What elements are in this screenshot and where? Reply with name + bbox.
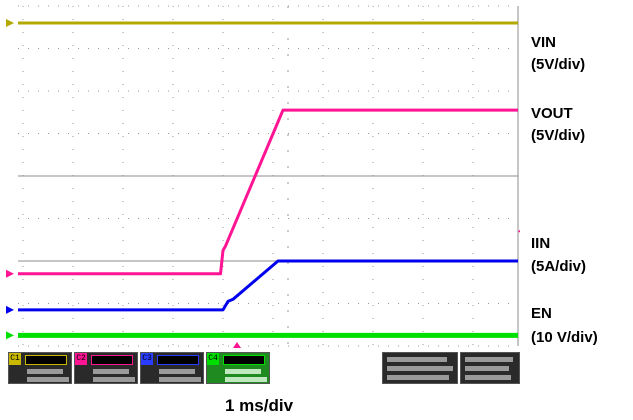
en-scale-label: (10 V/div) [531, 329, 598, 346]
vout-label: VOUT [531, 105, 573, 122]
timebase-label: 1 ms/div [225, 396, 294, 415]
vin-label: VIN [531, 34, 557, 51]
vout-scale-label: (5V/div) [531, 127, 586, 144]
en-label: EN [531, 305, 552, 322]
oscilloscope-plot [6, 5, 520, 348]
channel-3-tag: C3 [141, 353, 153, 365]
trigger-level-marker [518, 229, 520, 233]
iin-label: IIN [531, 235, 551, 252]
vin-scale-label: (5V/div) [531, 56, 586, 73]
iin-trace [18, 259, 518, 312]
channel-1-info-panel: C1 [8, 352, 72, 384]
timebase-info-panel [382, 352, 458, 384]
channel-2-info-panel: C2 [74, 352, 138, 384]
iin-scale-label: (5A/div) [531, 258, 587, 275]
channel-4-info-panel: C4 [206, 352, 270, 384]
vout-trace [18, 108, 518, 276]
channel-2-tag: C2 [75, 353, 87, 365]
trigger-info-panel [460, 352, 520, 384]
channel-1-tag: C1 [9, 353, 21, 365]
en-channel-marker [6, 331, 14, 340]
iin-channel-marker [6, 305, 14, 314]
trigger-position-marker [233, 342, 241, 348]
channel-4-tag: C4 [207, 353, 219, 365]
channel-3-info-panel: C3 [140, 352, 204, 384]
vout-channel-marker [6, 269, 14, 278]
vin-channel-marker [6, 19, 14, 27]
